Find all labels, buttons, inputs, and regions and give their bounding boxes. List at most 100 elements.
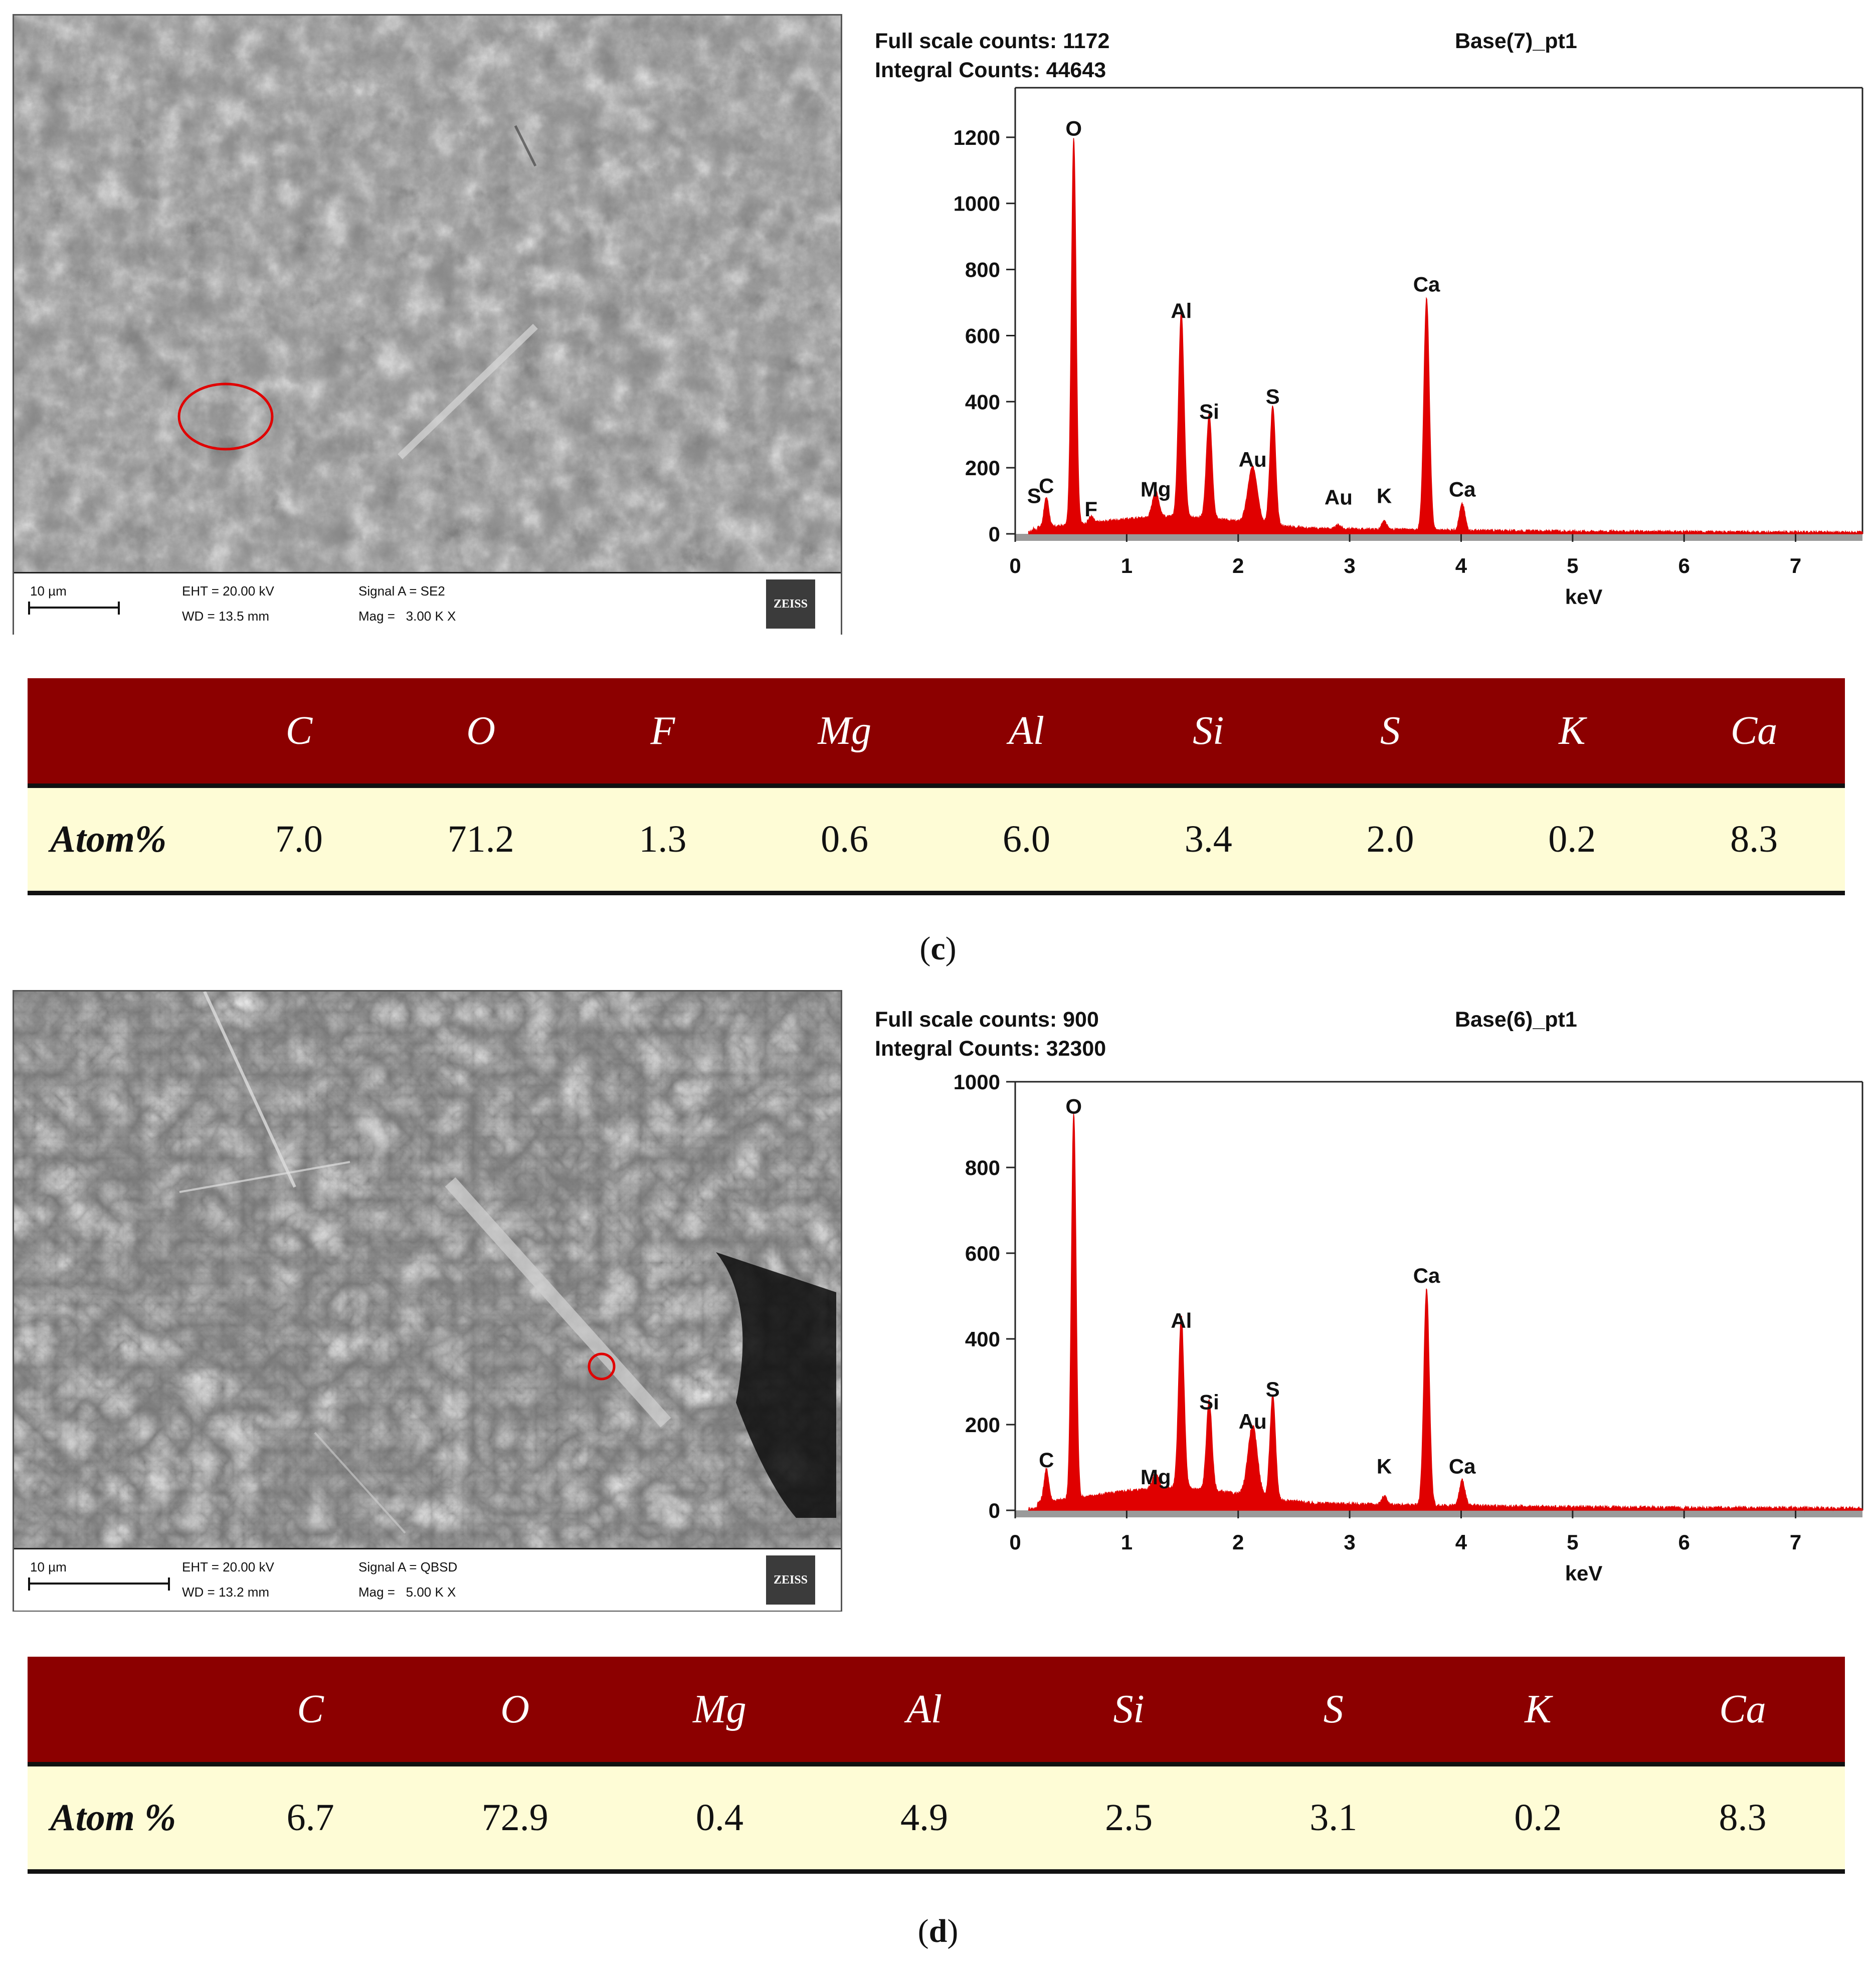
y-tick-label: 1200 bbox=[954, 126, 1000, 149]
sem-info-bar-d: 10 µm EHT = 20.00 kV WD = 13.2 mm Signal… bbox=[14, 1548, 841, 1611]
row-label: Atom % bbox=[28, 1762, 208, 1874]
x-tick-label: 2 bbox=[1232, 554, 1244, 577]
element-header-ca: Ca bbox=[1663, 678, 1845, 786]
x-tick-label: 3 bbox=[1344, 1530, 1355, 1554]
peak-label-c: C bbox=[1039, 1448, 1054, 1472]
peak-label-au: Au bbox=[1325, 486, 1353, 509]
element-header-k: K bbox=[1435, 1657, 1640, 1764]
eht-readout: EHT = 20.00 kV bbox=[182, 583, 274, 599]
signal-readout: Signal A = QBSD bbox=[358, 1559, 458, 1574]
x-axis-bar bbox=[1015, 1510, 1862, 1517]
zeiss-logo: ZEISS bbox=[766, 579, 815, 629]
element-header-al: Al bbox=[822, 1657, 1027, 1764]
peak-label-ca: Ca bbox=[1413, 1264, 1440, 1287]
peak-label-si: Si bbox=[1199, 1390, 1219, 1414]
peak-label-s: S bbox=[1266, 1377, 1280, 1401]
x-axis-label: keV bbox=[1565, 1561, 1603, 1585]
element-header-c: C bbox=[208, 678, 390, 786]
sem-micrograph-c: 10 µm EHT = 20.00 kV WD = 13.5 mm Signal… bbox=[13, 14, 842, 635]
x-tick-label: 6 bbox=[1678, 554, 1690, 577]
atom-percent-mg: 0.4 bbox=[617, 1762, 822, 1874]
zeiss-logo: ZEISS bbox=[766, 1555, 815, 1605]
sem-texture-c bbox=[14, 16, 841, 572]
y-tick-label: 0 bbox=[989, 1499, 1000, 1522]
x-tick-label: 5 bbox=[1567, 1530, 1578, 1554]
scale-label: 10 µm bbox=[30, 583, 67, 599]
scale-bar bbox=[28, 602, 120, 615]
eht-readout: EHT = 20.00 kV bbox=[182, 1559, 274, 1574]
eds-spectrum-c: Full scale counts: 1172 Integral Counts:… bbox=[875, 10, 1872, 632]
element-header-ca: Ca bbox=[1640, 1657, 1845, 1764]
y-tick-label: 800 bbox=[965, 258, 1000, 282]
mag-readout: Mag = 3.00 K X bbox=[358, 609, 456, 624]
element-header-al: Al bbox=[935, 678, 1117, 786]
peak-label-ca: Ca bbox=[1413, 273, 1440, 296]
peak-label-o: O bbox=[1065, 1095, 1082, 1118]
peak-label-k: K bbox=[1377, 1455, 1392, 1478]
atom-percent-al: 6.0 bbox=[935, 783, 1117, 895]
peak-label-au: Au bbox=[1239, 1410, 1267, 1433]
x-tick-label: 1 bbox=[1121, 554, 1133, 577]
x-tick-label: 1 bbox=[1121, 1530, 1133, 1554]
y-tick-label: 600 bbox=[965, 324, 1000, 347]
x-axis-label: keV bbox=[1565, 585, 1603, 609]
atom-percent-f: 1.3 bbox=[572, 783, 754, 895]
y-tick-label: 0 bbox=[989, 522, 1000, 546]
peak-label-au: Au bbox=[1239, 448, 1267, 471]
eds-chart-d: 0 200 400 600 800 1000 0 1 2 3 4 5 6 7 keV C O Mg Al Si Au S K… bbox=[954, 1070, 1863, 1585]
sem-image-d bbox=[14, 992, 841, 1548]
x-tick-label: 0 bbox=[1009, 1530, 1021, 1554]
atom-percent-ca: 8.3 bbox=[1640, 1762, 1845, 1874]
element-header-si: Si bbox=[1026, 1657, 1231, 1764]
y-tick-label: 200 bbox=[965, 1413, 1000, 1437]
x-tick-label: 7 bbox=[1790, 1530, 1801, 1554]
spectrum-area bbox=[1028, 138, 1863, 535]
x-axis-bar bbox=[1015, 534, 1862, 541]
eds-spectrum-d: Full scale counts: 900 Integral Counts: … bbox=[875, 987, 1872, 1608]
atom-percent-s: 3.1 bbox=[1231, 1762, 1436, 1874]
element-header-s: S bbox=[1299, 678, 1481, 786]
atom-percent-o: 72.9 bbox=[413, 1762, 618, 1874]
atom-percent-table-c: C O F Mg Al Si S K Ca Atom% 7.0 71.2 1.3 0.6 6.0 3.4 2.… bbox=[28, 678, 1845, 895]
peak-label-s: S bbox=[1027, 484, 1041, 507]
element-header-si: Si bbox=[1117, 678, 1299, 786]
peak-label-s: S bbox=[1266, 385, 1280, 409]
peak-label-al: Al bbox=[1171, 299, 1192, 322]
sample-point-marker-c bbox=[177, 382, 274, 451]
y-tick-label: 600 bbox=[965, 1242, 1000, 1265]
peak-label-si: Si bbox=[1199, 400, 1219, 423]
atom-percent-row: Atom % 6.7 72.9 0.4 4.9 2.5 3.1 0.2 8.3 bbox=[28, 1762, 1845, 1874]
atom-percent-k: 0.2 bbox=[1481, 783, 1663, 895]
wd-readout: WD = 13.2 mm bbox=[182, 1585, 270, 1600]
mag-readout: Mag = 5.00 K X bbox=[358, 1585, 456, 1600]
y-tick-label: 400 bbox=[965, 1327, 1000, 1351]
signal-readout: Signal A = SE2 bbox=[358, 583, 445, 599]
full-scale-counts: Full scale counts: 1172 bbox=[875, 29, 1110, 53]
peak-label-mg: Mg bbox=[1141, 477, 1171, 501]
scale-bar bbox=[28, 1578, 170, 1591]
peak-label-k: K bbox=[1377, 484, 1392, 507]
x-tick-label: 2 bbox=[1232, 1530, 1244, 1554]
element-header-s: S bbox=[1231, 1657, 1436, 1764]
corner-cell bbox=[28, 1657, 208, 1764]
peak-label-ca: Ca bbox=[1449, 477, 1476, 501]
atom-percent-mg: 0.6 bbox=[754, 783, 936, 895]
wd-readout: WD = 13.5 mm bbox=[182, 609, 270, 624]
atom-percent-si: 2.5 bbox=[1026, 1762, 1231, 1874]
sample-name: Base(6)_pt1 bbox=[1455, 1008, 1577, 1032]
atom-percent-c: 6.7 bbox=[208, 1762, 413, 1874]
sem-texture-d bbox=[14, 992, 841, 1548]
x-tick-label: 3 bbox=[1344, 554, 1355, 577]
integral-counts: Integral Counts: 32300 bbox=[875, 1037, 1106, 1061]
element-header-o: O bbox=[390, 678, 572, 786]
atom-percent-s: 2.0 bbox=[1299, 783, 1481, 895]
spectrum-area bbox=[1028, 1113, 1863, 1512]
element-header-k: K bbox=[1481, 678, 1663, 786]
atom-percent-k: 0.2 bbox=[1435, 1762, 1640, 1874]
element-header-o: O bbox=[413, 1657, 618, 1764]
panel-caption-d: (d) bbox=[917, 1913, 959, 1949]
sample-point-marker-d bbox=[588, 1352, 616, 1381]
peak-label-c: C bbox=[1039, 474, 1054, 498]
atom-percent-al: 4.9 bbox=[822, 1762, 1027, 1874]
